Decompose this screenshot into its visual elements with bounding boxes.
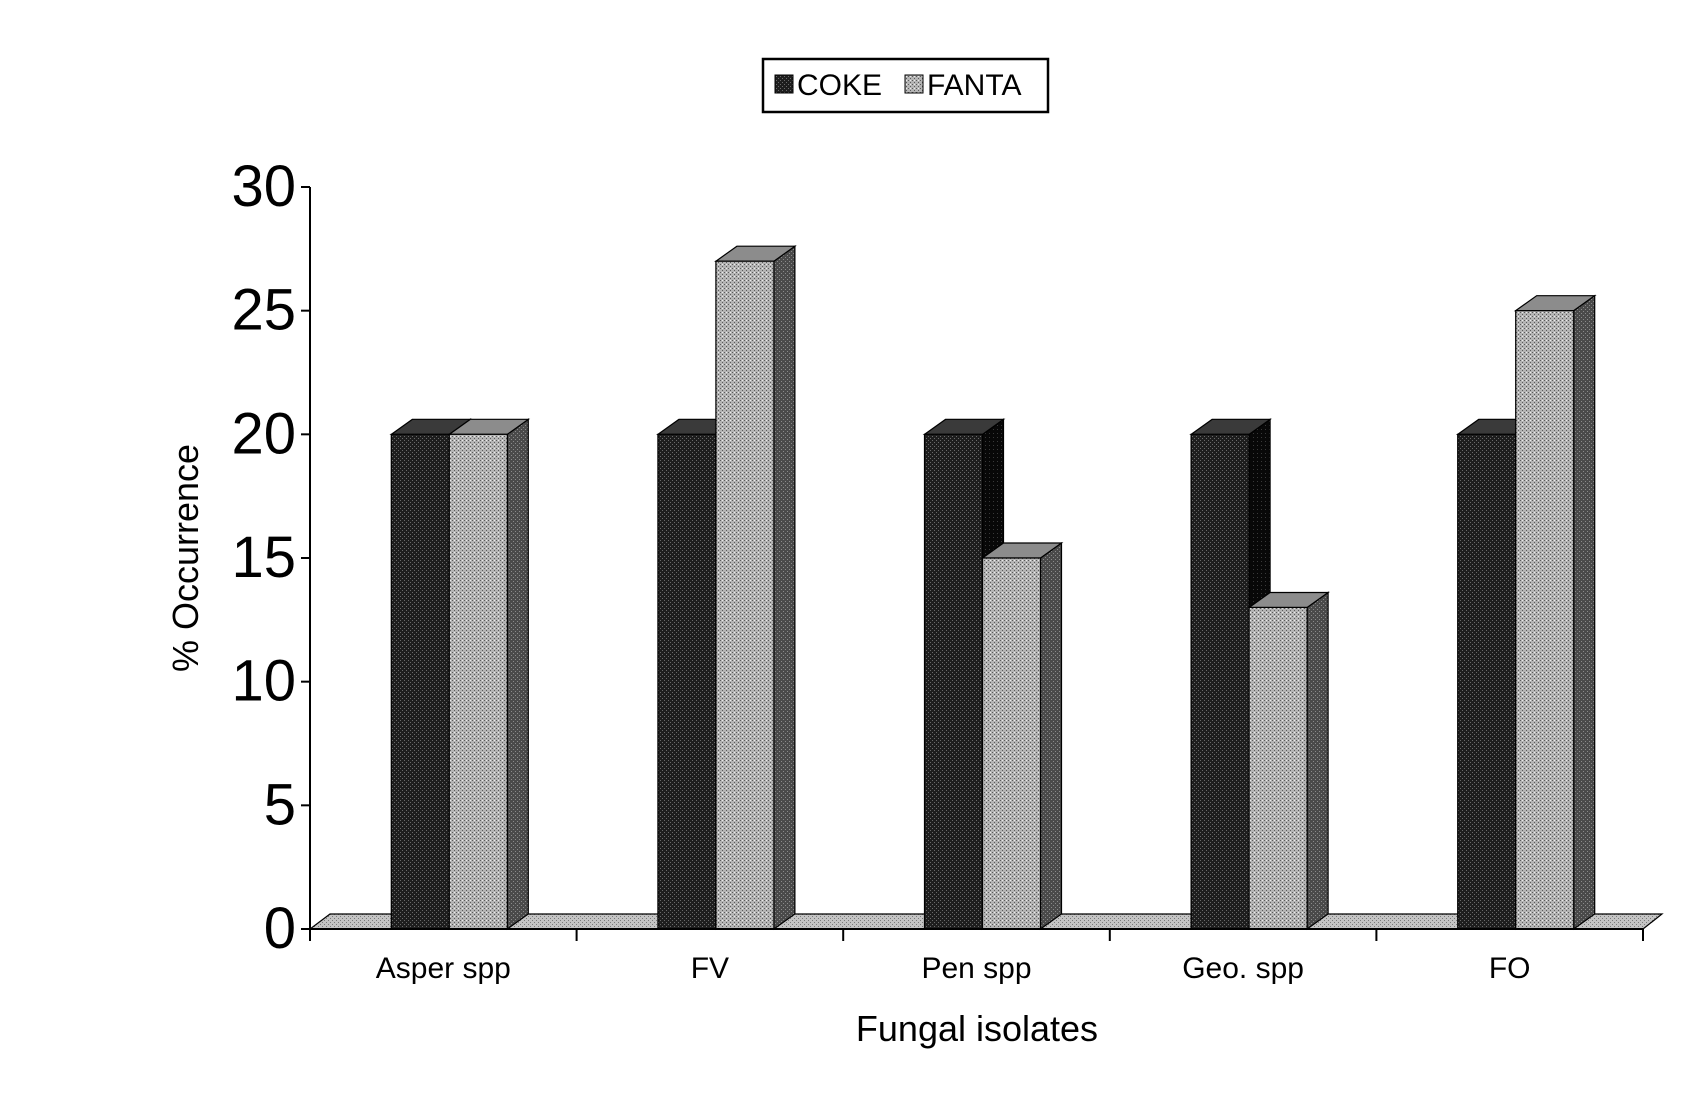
x-axis-title: Fungal isolates [856,1008,1098,1049]
y-tick-label: 0 [264,896,296,961]
x-tick-label: FO [1489,952,1531,985]
bars [389,245,1597,931]
legend-label-coke: COKE [797,69,882,102]
x-tick-label: Geo. spp [1182,952,1304,985]
legend-label-fanta: FANTA [927,69,1021,102]
bar-fanta [980,541,1064,931]
bar-fanta [714,245,797,931]
legend-swatch-fanta [904,74,924,94]
x-ticks: Asper spp FV Pen spp Geo. spp FO [309,929,1644,985]
y-tick-label: 10 [231,649,296,714]
y-tick-label: 25 [231,278,296,343]
legend: COKE FANTA [761,57,1050,114]
y-tick-label: 5 [264,772,296,837]
y-tick-label: 30 [231,154,296,219]
y-axis-title: % Occurrence [165,444,206,672]
x-tick-label: FV [691,952,729,985]
bar-fanta [1513,294,1597,931]
x-tick-label: Pen spp [921,952,1031,985]
y-ticks: 0 5 10 15 20 25 30 [231,154,310,961]
legend-swatch-coke [774,74,794,94]
y-tick-label: 20 [231,401,296,466]
bar-fanta [447,418,531,931]
x-tick-label: Asper spp [376,952,511,985]
bar-fanta [1247,591,1330,931]
y-tick-label: 15 [231,525,296,590]
